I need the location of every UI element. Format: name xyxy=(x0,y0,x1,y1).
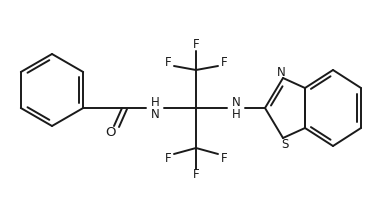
Text: F: F xyxy=(193,38,199,51)
Text: N
H: N H xyxy=(231,95,241,121)
Text: F: F xyxy=(221,55,227,69)
Text: F: F xyxy=(221,151,227,165)
Text: F: F xyxy=(165,55,171,69)
Text: H
N: H N xyxy=(151,95,159,121)
Text: N: N xyxy=(277,67,285,80)
Text: S: S xyxy=(281,138,289,151)
Text: F: F xyxy=(165,151,171,165)
Text: F: F xyxy=(193,168,199,182)
Text: O: O xyxy=(105,126,115,138)
